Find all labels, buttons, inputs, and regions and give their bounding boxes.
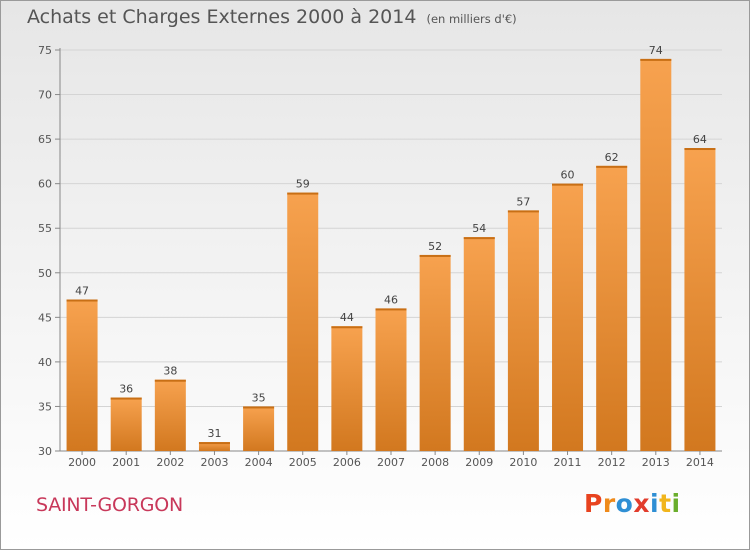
bar-2009: [463, 237, 495, 451]
bar-top-edge: [552, 183, 584, 186]
bar-top-edge: [507, 210, 539, 213]
x-tick-label: 2005: [289, 456, 317, 469]
bar-2014: [684, 148, 716, 451]
bar-2010: [507, 210, 539, 451]
data-label: 31: [207, 427, 221, 440]
x-tick-label: 2006: [333, 456, 361, 469]
bar-2000: [66, 299, 98, 451]
bar-2001: [110, 397, 142, 451]
bar-2004: [243, 406, 275, 451]
commune-name: SAINT-GORGON: [36, 494, 184, 516]
y-tick-label: 60: [38, 178, 52, 191]
bar-top-edge: [463, 237, 495, 240]
x-tick-label: 2009: [465, 456, 493, 469]
x-tick-label: 2008: [421, 456, 449, 469]
x-tick-label: 2003: [200, 456, 228, 469]
data-label: 44: [340, 311, 354, 324]
y-tick-label: 75: [38, 44, 52, 57]
data-label: 64: [693, 133, 707, 146]
bar-top-edge: [287, 192, 319, 195]
bar-2006: [331, 326, 363, 451]
y-tick-label: 65: [38, 133, 52, 146]
y-tick-label: 40: [38, 356, 52, 369]
data-label: 62: [605, 151, 619, 164]
y-tick-label: 70: [38, 89, 52, 102]
bar-2007: [375, 308, 407, 451]
x-tick-label: 2010: [509, 456, 537, 469]
x-tick-label: 2011: [554, 456, 582, 469]
bar-top-edge: [154, 379, 186, 382]
chart-unit: (en milliers d'€): [426, 12, 517, 26]
data-label: 47: [75, 285, 89, 298]
bar-2013: [640, 58, 672, 452]
bar-2008: [419, 254, 451, 451]
data-label: 46: [384, 293, 398, 306]
data-label: 36: [119, 383, 133, 396]
y-tick-label: 55: [38, 222, 52, 235]
chart-title-block: Achats et Charges Externes 2000 à 2014 (e…: [27, 6, 517, 28]
bar-2012: [596, 165, 628, 451]
data-label: 59: [296, 178, 310, 191]
logo-letter: i: [650, 489, 660, 518]
bar-2002: [154, 379, 186, 451]
x-tick-label: 2002: [156, 456, 184, 469]
x-tick-label: 2007: [377, 456, 405, 469]
x-tick-label: 2004: [245, 456, 273, 469]
bar-2005: [287, 192, 319, 452]
logo-letter: P: [584, 489, 603, 518]
x-tick-label: 2014: [686, 456, 714, 469]
data-label: 38: [163, 365, 177, 378]
bar-top-edge: [419, 254, 451, 257]
x-tick-label: 2012: [598, 456, 626, 469]
bar-top-edge: [110, 397, 142, 400]
bar-top-edge: [66, 299, 98, 302]
bar-top-edge: [243, 406, 275, 409]
bar-top-edge: [375, 308, 407, 311]
bar-2011: [552, 183, 584, 451]
y-tick-label: 50: [38, 267, 52, 280]
logo-letter: o: [615, 489, 634, 518]
bar-top-edge: [640, 58, 672, 61]
logo-letter: i: [671, 489, 681, 518]
y-tick-label: 35: [38, 400, 52, 413]
data-label: 57: [516, 195, 530, 208]
bar-2003: [198, 442, 230, 451]
data-label: 52: [428, 240, 442, 253]
bars: [66, 58, 716, 452]
proxiti-logo[interactable]: Proxiti: [584, 489, 681, 518]
data-label: 54: [472, 222, 486, 235]
logo-letter: x: [633, 489, 650, 518]
data-label: 74: [649, 44, 663, 57]
data-label: 35: [252, 391, 266, 404]
y-tick-label: 30: [38, 445, 52, 458]
x-tick-label: 2000: [68, 456, 96, 469]
bar-top-edge: [684, 148, 716, 151]
bar-top-edge: [331, 326, 363, 329]
x-tick-label: 2013: [642, 456, 670, 469]
labels: 30 35 40 45 50 55 60 65 70 75 2000 47 2001 36 2002 38 20…: [38, 44, 714, 469]
chart-title: Achats et Charges Externes 2000 à 2014: [27, 6, 417, 28]
logo-letter: r: [602, 489, 616, 518]
y-tick-label: 45: [38, 311, 52, 324]
bar-top-edge: [596, 165, 628, 168]
data-label: 60: [561, 169, 575, 182]
bar-top-edge: [198, 442, 230, 445]
x-tick-label: 2001: [112, 456, 140, 469]
logo-letter: t: [659, 489, 672, 518]
